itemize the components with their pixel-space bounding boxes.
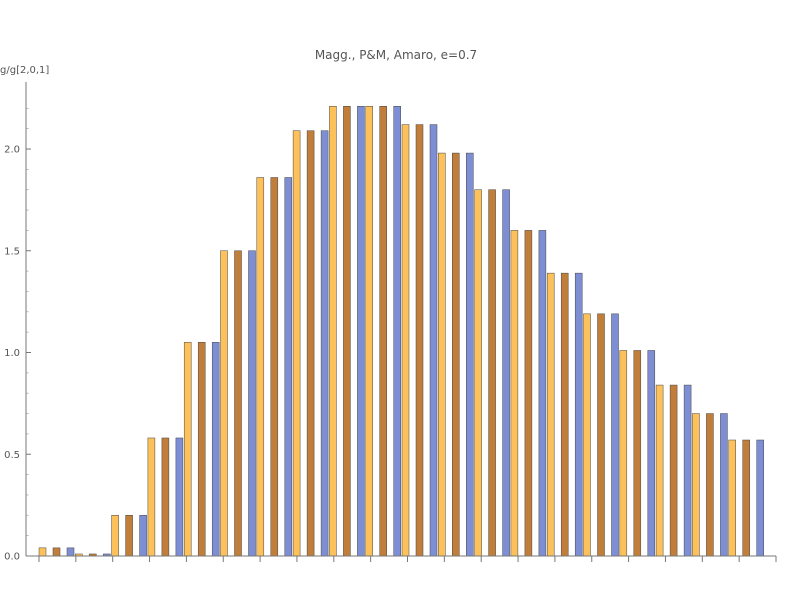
bar-series-3-item-12 [466, 152, 474, 557]
bar-series-2-item-15 [560, 272, 569, 557]
bar-series-2-item-8 [306, 130, 315, 557]
bar-series-3-item-4 [175, 437, 184, 557]
bar-series-3-item-16 [611, 313, 619, 557]
bar-series-1-item-8 [292, 130, 301, 557]
bar-series-1-item-4 [147, 437, 156, 557]
bar-series-1-item-6 [220, 250, 228, 557]
bar-series-1-item-19 [692, 413, 700, 557]
bar-series-3-item-10 [393, 106, 401, 557]
y-tick-label: 2.0 [4, 145, 20, 156]
bar-series-1-item-15 [546, 272, 555, 557]
bar-series-1-item-17 [619, 350, 628, 557]
bar-series-3-item-9 [357, 106, 365, 557]
bar-series-2-item-12 [452, 152, 460, 557]
bar-series-2-item-19 [706, 413, 714, 557]
bar-series-2-item-17 [633, 350, 642, 557]
bar-series-2-item-18 [669, 384, 678, 557]
bar-series-3-item-6 [248, 250, 256, 557]
bar-series-3-item-20 [756, 439, 764, 557]
y-tick-label: 0.5 [4, 450, 20, 461]
bar-series-2-item-5 [197, 342, 206, 557]
bar-series-3-item-5 [211, 342, 220, 557]
bar-series-2-item-9 [343, 106, 351, 557]
bar-series-1-item-7 [256, 177, 265, 557]
bar-series-1-item-11 [401, 124, 410, 557]
bar-series-3-item-18 [683, 384, 692, 557]
bar-series-2-item-20 [742, 439, 750, 557]
bar-series-1-item-5 [183, 342, 192, 557]
bar-series-2-item-11 [415, 124, 424, 557]
bar-series-1-item-16 [583, 313, 591, 557]
y-tick-label: 1.5 [4, 246, 20, 257]
y-axis-label: g/g[2,0,1] [0, 65, 49, 76]
bar-series-1-item-9 [329, 106, 337, 557]
bar-series-2-item-4 [161, 437, 170, 557]
y-tick-label: 1.0 [4, 348, 20, 359]
bar-series-1-item-1 [38, 547, 47, 557]
bar-series-3-item-17 [647, 350, 656, 557]
bar-series-3-item-14 [538, 230, 547, 557]
bar-series-2-item-3 [125, 515, 133, 557]
bar-series-2-item-10 [379, 106, 387, 557]
bar-series-1-item-12 [438, 152, 446, 557]
bar-series-1-item-10 [365, 106, 373, 557]
chart-title: Magg., P&M, Amaro, e=0.7 [315, 48, 477, 62]
bar-series-2-item-7 [270, 177, 279, 557]
bar-series-1-item-13 [474, 189, 482, 557]
bar-series-2-item-1 [52, 547, 61, 557]
bar-series-1-item-14 [510, 230, 519, 557]
bar-series-2-item-16 [597, 313, 605, 557]
x-ticks-group [38, 556, 777, 562]
bar-series-3-item-3 [139, 515, 147, 557]
bar-series-1-item-20 [728, 439, 736, 557]
bar-series-3-item-1 [66, 547, 75, 557]
bar-series-3-item-15 [574, 272, 583, 557]
bar-series-1-item-3 [111, 515, 119, 557]
bar-series-2-item-13 [488, 189, 496, 557]
bar-series-1-item-18 [655, 384, 664, 557]
y-ticks-group: 0.0 0.5 1.0 1.5 2.0 [4, 107, 31, 563]
bar-series-3-item-7 [284, 177, 293, 557]
bar-series-3-item-13 [502, 189, 510, 557]
bar-series-3-item-8 [320, 130, 329, 557]
bar-series-3-item-11 [429, 124, 438, 557]
bar-series-2-item-14 [524, 230, 533, 557]
bar-series-3-item-19 [720, 413, 728, 557]
bar-series-2-item-6 [234, 250, 242, 557]
y-tick-label: 0.0 [4, 552, 20, 563]
bars-group [38, 106, 764, 557]
